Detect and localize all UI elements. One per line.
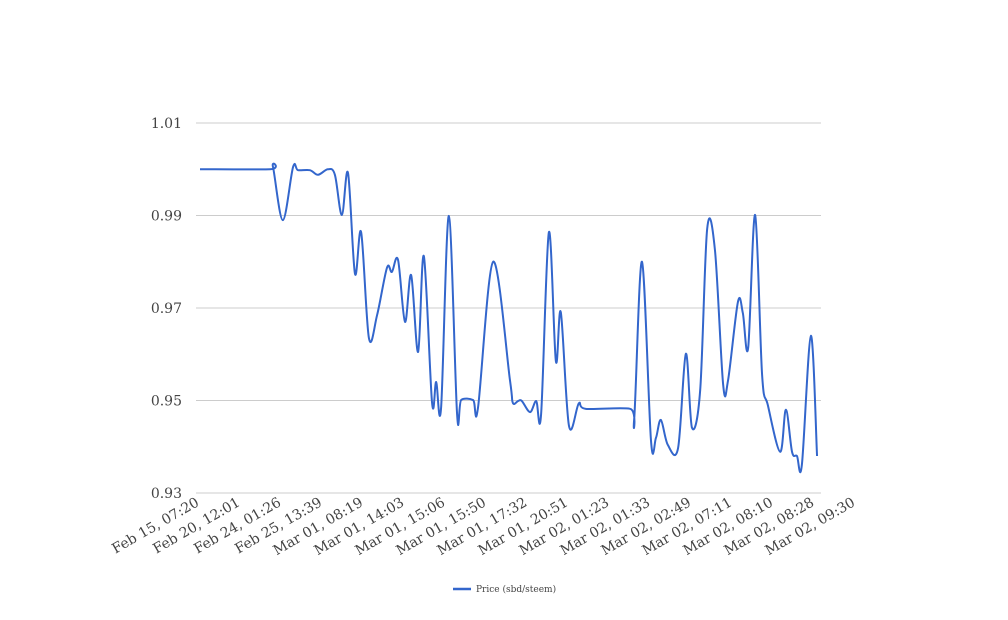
y-tick-label: 0.97 — [151, 301, 182, 317]
y-tick-label: 0.93 — [151, 486, 182, 502]
y-axis-ticks: 0.93 0.95 0.97 0.99 1.01 — [151, 116, 182, 502]
gridlines — [196, 122, 821, 494]
y-tick-label: 0.95 — [151, 394, 182, 410]
legend-label: Price (sbd/steem) — [476, 584, 556, 595]
legend[interactable]: Price (sbd/steem) — [453, 584, 556, 595]
y-tick-label: 1.01 — [151, 116, 182, 132]
series-line-price — [199, 162, 819, 474]
y-tick-label: 0.99 — [151, 209, 182, 225]
